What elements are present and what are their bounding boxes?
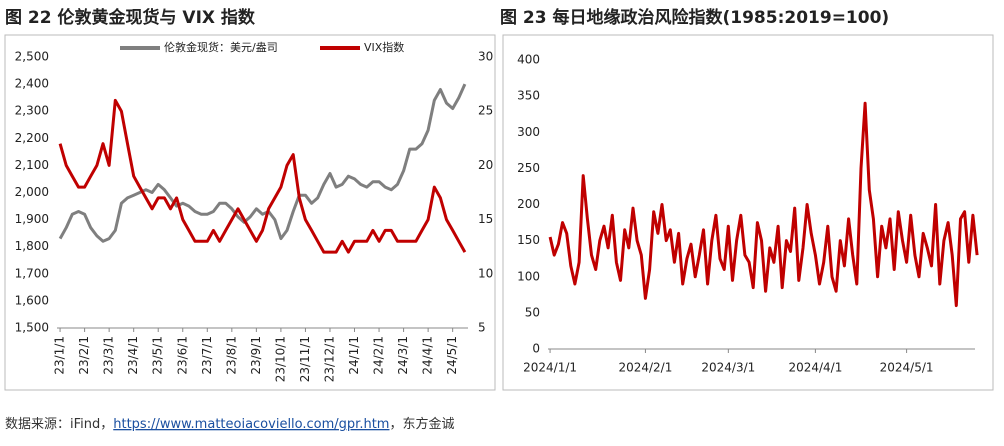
series-line (58, 98, 467, 254)
y-tick-label: 200 (517, 197, 540, 211)
x-tick-label: 24/3/1 (396, 336, 410, 375)
y-tick-label: 2,400 (15, 77, 49, 91)
y-tick-label: 150 (517, 233, 540, 247)
y-tick-label: 300 (517, 125, 540, 139)
y2-tick-label: 25 (478, 104, 493, 118)
y2-tick-label: 15 (478, 212, 493, 226)
y2-tick-label: 30 (478, 50, 493, 64)
x-tick-label: 23/8/1 (224, 336, 238, 375)
x-tick-label: 23/2/1 (77, 336, 91, 375)
x-tick-label: 2024/3/1 (701, 361, 755, 375)
x-tick-label: 24/4/1 (421, 336, 435, 375)
x-tick-label: 23/1/1 (53, 336, 67, 375)
x-tick-label: 2024/1/1 (523, 361, 577, 375)
y-tick-label: 250 (517, 161, 540, 175)
legend-label: VIX指数 (364, 40, 404, 54)
y-tick-label: 350 (517, 89, 540, 103)
y-tick-label: 2,500 (15, 50, 49, 64)
y-tick-label: 2,100 (15, 158, 49, 172)
x-tick-label: 24/1/1 (347, 336, 361, 375)
y-tick-label: 2,000 (15, 185, 49, 199)
y-tick-label: 2,300 (15, 104, 49, 118)
legend-label: 伦敦金现货：美元/盎司 (164, 40, 278, 54)
series-line (58, 83, 467, 243)
x-tick-label: 2024/4/1 (788, 361, 842, 375)
source-suffix: ，东方金诚 (389, 416, 454, 432)
x-tick-label: 23/10/1 (273, 336, 287, 382)
x-tick-label: 23/9/1 (249, 336, 263, 375)
x-tick-label: 24/2/1 (372, 336, 386, 375)
x-tick-label: 24/5/1 (445, 336, 459, 375)
x-tick-label: 23/4/1 (126, 336, 140, 375)
x-tick-label: 23/6/1 (175, 336, 189, 375)
chart-title: 图 23 每日地缘政治风险指数(1985:2019=100) (500, 7, 889, 28)
y2-tick-label: 10 (478, 266, 493, 280)
y-tick-label: 1,900 (15, 212, 49, 226)
x-tick-label: 2024/5/1 (880, 361, 934, 375)
y-tick-label: 100 (517, 269, 540, 283)
series-line (548, 101, 979, 308)
y-tick-label: 1,700 (15, 266, 49, 280)
y-tick-label: 400 (517, 53, 540, 67)
source: 数据来源：iFind，https://www.matteoiacoviello.… (5, 416, 454, 432)
x-tick-label: 23/5/1 (151, 336, 165, 375)
panel-frame (4, 34, 496, 391)
y-tick-label: 2,200 (15, 131, 49, 145)
chart-title: 图 22 伦敦黄金现货与 VIX 指数 (5, 7, 256, 28)
x-tick-label: 23/11/1 (298, 336, 312, 382)
x-tick-label: 2024/2/1 (618, 361, 672, 375)
panel-frame (502, 34, 994, 391)
y2-tick-label: 20 (478, 158, 493, 172)
y-tick-label: 1,600 (15, 293, 49, 307)
x-tick-label: 23/3/1 (102, 336, 116, 375)
x-tick-label: 23/12/1 (322, 336, 336, 382)
source-prefix: 数据来源：iFind， (5, 417, 113, 432)
x-tick-label: 23/7/1 (200, 336, 214, 375)
y2-tick-label: 5 (478, 321, 486, 335)
y-tick-label: 50 (525, 305, 540, 319)
y-tick-label: 0 (532, 342, 540, 356)
y-tick-label: 1,800 (15, 239, 49, 253)
source-link[interactable]: https://www.matteoiacoviello.com/gpr.htm (113, 417, 389, 432)
y-tick-label: 1,500 (15, 321, 49, 335)
